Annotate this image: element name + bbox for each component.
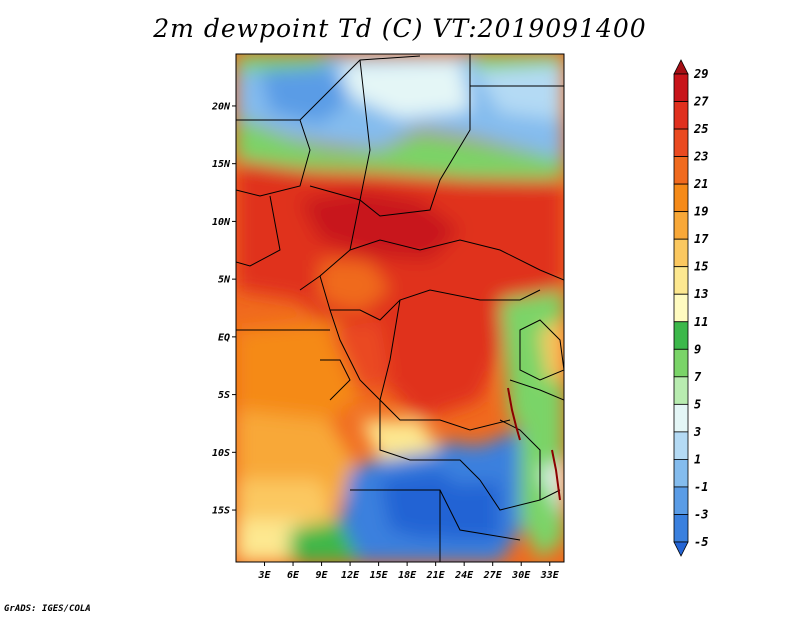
map-title: 2m dewpoint Td (C) VT:2019091400	[153, 14, 647, 43]
colorbar-swatch	[673, 486, 689, 515]
colorbar-label: 3	[693, 425, 701, 439]
lat-label: 10S	[212, 448, 230, 459]
colorbar-label: 15	[694, 260, 708, 274]
colorbar-top-arrow	[673, 59, 689, 75]
colorbar-swatch	[673, 431, 689, 460]
longitude-axis: 3E 6E 9E 12E 15E 18E 21E 24E 27E 30E 33E	[257, 562, 560, 581]
lat-label: 5N	[218, 275, 231, 286]
lake-outlines	[507, 387, 561, 501]
colorbar-label: -3	[694, 507, 708, 521]
lat-label: 15S	[212, 506, 230, 517]
lat-label: 10N	[212, 217, 231, 228]
lon-label: 33E	[540, 570, 560, 581]
lat-label: 15N	[212, 159, 231, 170]
dewpoint-field	[236, 54, 564, 562]
colorbar-label: 5	[694, 397, 701, 411]
lon-label: 12E	[341, 570, 360, 581]
colorbar-swatch	[673, 101, 689, 130]
colorbar-swatch	[673, 514, 689, 543]
colorbar-label: 9	[694, 342, 701, 356]
colorbar-swatch	[673, 128, 689, 157]
lon-label: 27E	[483, 570, 503, 581]
colorbar-label: 7	[694, 370, 702, 384]
lon-label: 21E	[426, 570, 446, 581]
colorbar-label: 23	[693, 150, 708, 164]
colorbar-label: 1	[694, 452, 701, 466]
colorbar-label: 19	[694, 205, 708, 219]
lat-label: 5S	[218, 390, 230, 401]
latitude-axis: 20N 15N 10N 5N EQ 5S 10S 15S	[211, 101, 236, 517]
map-frame	[235, 53, 565, 563]
colorbar-label: -1	[694, 480, 708, 494]
colorbar-swatch	[673, 73, 689, 102]
lon-label: 6E	[287, 570, 300, 581]
colorbar-swatch	[673, 293, 689, 323]
country-borders	[236, 54, 564, 562]
colorbar-label: 17	[694, 232, 709, 246]
colorbar-swatch	[673, 459, 689, 488]
colorbar-label: 11	[694, 315, 708, 329]
lat-label: EQ	[218, 332, 230, 343]
colorbar-swatch	[673, 156, 689, 185]
lon-label: 9E	[316, 570, 329, 581]
colorbar: 29 27 25 23 21 19 17 15 13 11 9 7 5 3 1 -1 -3 -5	[673, 59, 709, 557]
colorbar-label: 21	[693, 177, 708, 191]
lon-label: 15E	[370, 570, 389, 581]
colorbar-swatch	[673, 183, 689, 213]
colorbar-label: -5	[694, 535, 708, 549]
colorbar-label: 13	[694, 287, 708, 301]
lat-label: 20N	[211, 101, 231, 112]
colorbar-swatch	[673, 403, 689, 433]
colorbar-swatch	[673, 321, 689, 350]
colorbar-swatch	[673, 211, 689, 240]
lon-label: 18E	[398, 570, 417, 581]
lon-label: 24E	[454, 570, 474, 581]
colorbar-swatch	[673, 266, 689, 295]
lon-label: 3E	[257, 570, 271, 581]
lon-label: 30E	[511, 570, 531, 581]
colorbar-swatch	[673, 348, 689, 378]
colorbar-label: 29	[693, 67, 708, 81]
colorbar-label: 25	[693, 122, 708, 136]
colorbar-swatch	[673, 376, 689, 405]
grads-credit: GrADS: IGES/COLA	[4, 604, 91, 614]
colorbar-swatch	[673, 238, 689, 268]
colorbar-bottom-arrow	[673, 541, 689, 557]
colorbar-label: 27	[693, 95, 709, 109]
